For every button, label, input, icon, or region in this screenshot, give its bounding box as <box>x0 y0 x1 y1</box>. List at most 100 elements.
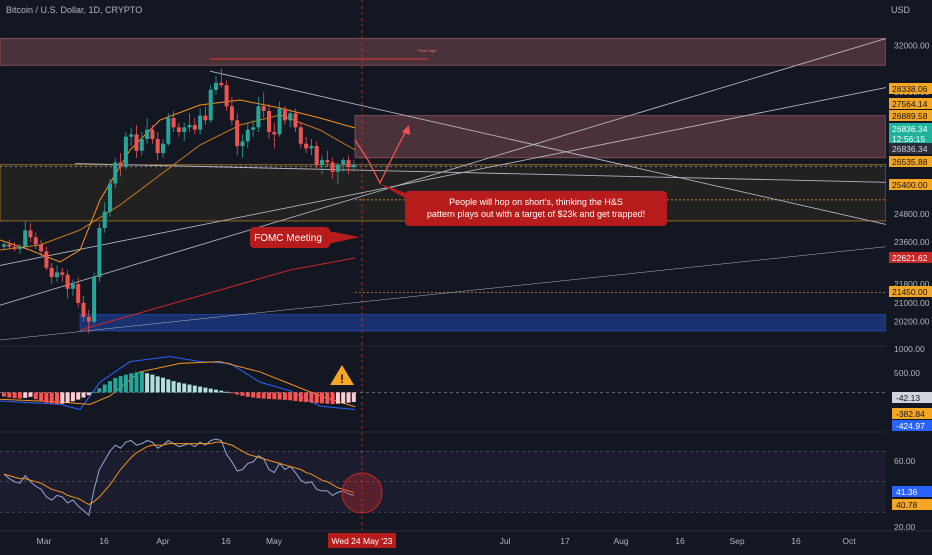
candle-body <box>341 160 346 165</box>
candle-body <box>166 117 171 144</box>
candle-body <box>240 141 245 147</box>
macd-tag-bg <box>892 408 932 419</box>
candle-body <box>182 127 187 133</box>
trendline-2 <box>0 87 887 266</box>
candle-body <box>7 244 12 247</box>
macd-histogram-bar <box>150 374 155 393</box>
candle-body <box>60 272 65 275</box>
candle-body <box>224 85 229 107</box>
macd-histogram-bar <box>33 392 38 400</box>
candle-body <box>161 143 165 154</box>
candle-body <box>92 277 97 322</box>
price-tag-label: 27564.14 <box>892 99 928 109</box>
candle-body <box>108 183 112 212</box>
candle-body <box>39 244 44 252</box>
warning-icon-glyph: ! <box>340 372 344 386</box>
warning-icon <box>330 365 354 385</box>
candle-body <box>81 302 86 317</box>
macd-histogram-bar <box>320 392 324 404</box>
price-tag-bg <box>889 252 932 263</box>
macd-histogram-bar <box>288 392 293 401</box>
price-tag-bg <box>889 110 932 121</box>
macd-histogram-bar <box>113 378 118 393</box>
macd-histogram-bar <box>86 392 91 396</box>
macd-histogram-bar <box>245 392 250 397</box>
time-tick-label: 17 <box>560 536 570 546</box>
macd-histogram-bar <box>261 392 266 399</box>
crosshair-date-label: Wed 24 May '23 <box>332 536 393 546</box>
time-tick-label: 16 <box>221 536 231 546</box>
annotation-peak-high: Peak High <box>418 48 436 53</box>
candle-body <box>335 164 340 172</box>
macd-tag-label: -382.84 <box>896 409 925 419</box>
price-tag-label: 25400.00 <box>892 180 928 190</box>
macd-histogram-bar <box>282 392 287 400</box>
time-tick-label: May <box>266 536 283 546</box>
ma-orange-slow <box>0 114 356 251</box>
candle-body <box>113 162 118 184</box>
macd-histogram-bar <box>76 392 81 400</box>
macd-tick-label: 500.00 <box>894 368 920 378</box>
candle-body <box>309 146 314 149</box>
macd-histogram-bar <box>171 381 176 393</box>
candle-body <box>187 124 192 128</box>
price-tag-label: 21450.00 <box>892 287 928 297</box>
macd-histogram-bar <box>23 392 28 398</box>
price-tag-label: 22621.62 <box>892 253 928 263</box>
candle-body <box>33 237 38 245</box>
price-tag-label: 26836.34 <box>892 124 928 134</box>
macd-histogram-bar <box>304 392 309 402</box>
candle-body <box>235 120 240 147</box>
price-tag-label: 26535.88 <box>892 157 928 167</box>
macd-histogram-bar <box>309 392 314 403</box>
macd-histogram-bar <box>129 373 134 393</box>
candle-body <box>208 89 213 121</box>
candle-body <box>346 160 351 168</box>
candle-body <box>55 272 59 278</box>
candle-body <box>298 127 303 144</box>
macd-histogram-bar <box>145 373 150 393</box>
symbol-title: Bitcoin / U.S. Dollar, 1D, CRYPTO <box>6 5 143 15</box>
candle-body <box>325 160 330 163</box>
candle-body <box>214 82 218 90</box>
macd-histogram-bar <box>139 371 144 393</box>
candle-body <box>219 82 224 86</box>
candle-body <box>293 113 298 128</box>
macd-histogram-bar <box>44 392 49 403</box>
time-tick-label: Aug <box>613 536 628 546</box>
macd-histogram-bar <box>214 389 218 393</box>
macd-histogram-bar <box>118 376 123 393</box>
macd-histogram-bar <box>346 392 351 403</box>
macd-histogram-bar <box>272 392 277 400</box>
macd-histogram-bar <box>203 387 208 393</box>
macd-histogram-bar <box>192 385 197 393</box>
macd-histogram-bar <box>134 372 139 393</box>
candle-body <box>171 117 176 128</box>
time-tick-label: 16 <box>675 536 685 546</box>
candle-body <box>17 246 22 250</box>
candle-body <box>251 127 256 130</box>
rsi-line <box>3 438 354 517</box>
rsi-tag-label: 41.36 <box>896 487 918 497</box>
rsi-tick-label: 20.00 <box>894 522 916 532</box>
annotation-text-hs-1: People will hop on short's, thinking the… <box>449 197 623 207</box>
rsi-tag-bg <box>892 499 932 510</box>
candle-body <box>44 251 49 268</box>
zone-pink-0 <box>0 37 887 66</box>
candle-body <box>86 316 91 322</box>
trendline-3 <box>0 37 887 306</box>
candle-body <box>155 139 160 154</box>
candle-body <box>129 134 134 137</box>
price-tag-bg <box>889 179 932 190</box>
annotation-box-fomc <box>250 227 330 248</box>
candle-body <box>277 108 282 135</box>
macd-histogram-bar <box>330 392 335 405</box>
macd-histogram-bar <box>161 377 165 393</box>
macd-histogram-bar <box>60 392 65 404</box>
rsi-tag-bg <box>892 486 932 497</box>
price-tag-bg <box>889 143 932 154</box>
candle-body <box>23 230 28 247</box>
